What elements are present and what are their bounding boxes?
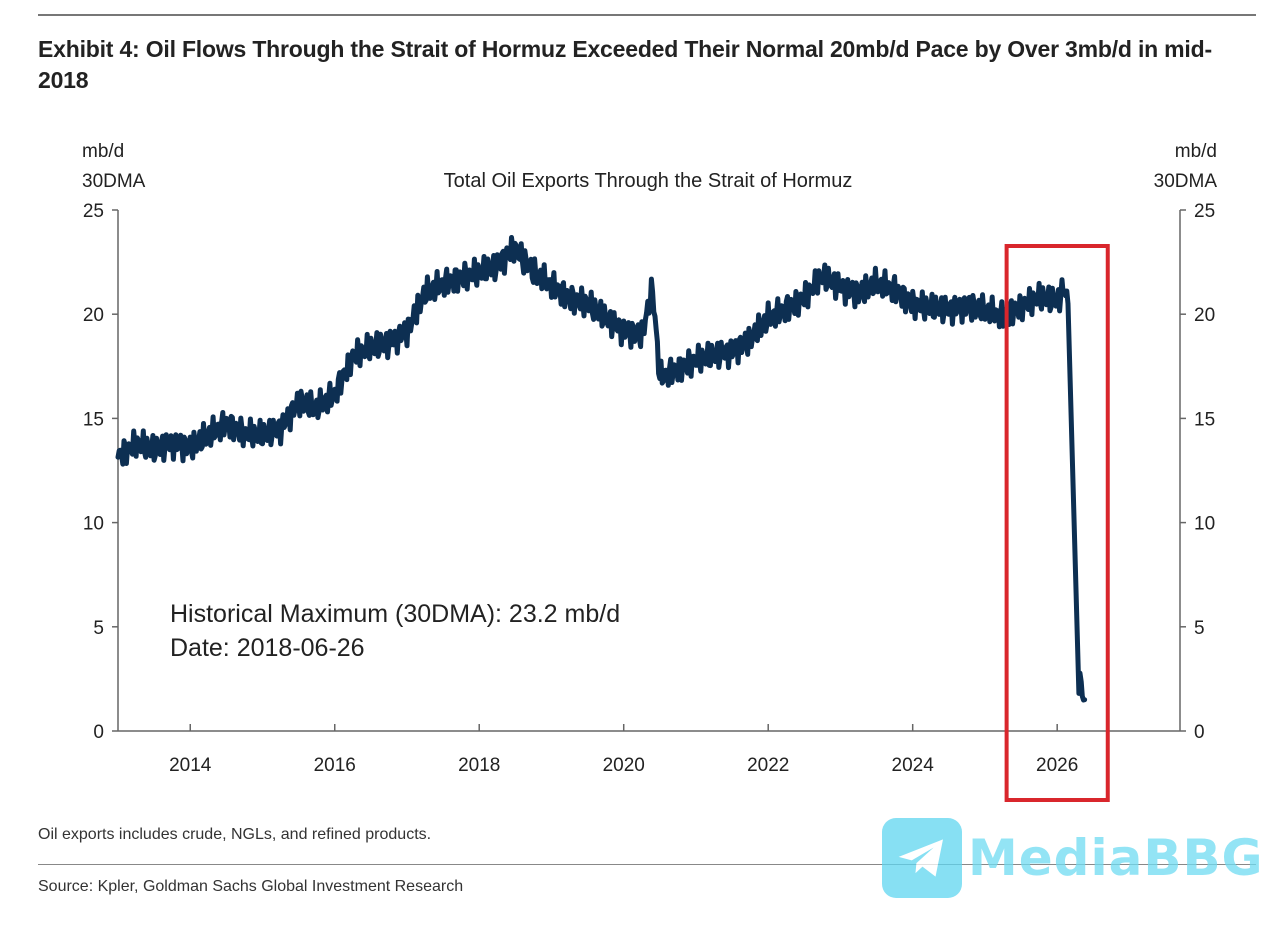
left-axis-unit-1: mb/d (82, 141, 124, 162)
right-y-tick-label: 25 (1194, 201, 1215, 222)
x-tick-label: 2022 (747, 755, 789, 776)
bottom-rule (38, 864, 1256, 865)
right-y-tick-label: 0 (1194, 722, 1205, 743)
right-y-tick-label: 10 (1194, 514, 1215, 535)
right-y-tick-label: 20 (1194, 305, 1215, 326)
watermark-text: MediaBBG (968, 829, 1264, 887)
line-chart: mb/d 30DMA mb/d 30DMA Total Oil Exports … (82, 141, 1218, 802)
annotation-max: Historical Maximum (30DMA): 23.2 mb/d (170, 600, 620, 628)
x-tick-label: 2024 (892, 755, 935, 776)
top-rule (38, 14, 1256, 16)
x-tick-label: 2020 (603, 755, 645, 776)
footnote: Oil exports includes crude, NGLs, and re… (38, 826, 432, 843)
source-note: Source: Kpler, Goldman Sachs Global Inve… (38, 878, 464, 895)
x-tick-label: 2018 (458, 755, 500, 776)
right-axis-unit-2: 30DMA (1154, 171, 1218, 192)
x-tick-label: 2026 (1036, 755, 1078, 776)
x-tick-label: 2016 (314, 755, 356, 776)
left-y-tick-label: 20 (83, 305, 104, 326)
chart-title: Total Oil Exports Through the Strait of … (444, 170, 853, 192)
annotation-date: Date: 2018-06-26 (170, 634, 365, 662)
left-y-tick-label: 15 (83, 409, 104, 430)
left-y-tick-label: 0 (93, 722, 104, 743)
left-axis-unit-2: 30DMA (82, 171, 146, 192)
left-y-tick-label: 25 (83, 201, 104, 222)
right-y-tick-label: 5 (1194, 618, 1205, 639)
highlight-box (1004, 244, 1110, 802)
exhibit-title: Exhibit 4: Oil Flows Through the Strait … (38, 36, 1212, 93)
left-y-tick-label: 5 (93, 618, 104, 639)
left-y-tick-label: 10 (83, 514, 104, 535)
watermark-logo: MediaBBG (882, 818, 1264, 898)
right-y-tick-label: 15 (1194, 409, 1215, 430)
series-line-oil-exports (115, 235, 1088, 703)
x-tick-label: 2014 (169, 755, 212, 776)
right-axis-unit-1: mb/d (1175, 141, 1217, 162)
telegram-plane-icon (882, 818, 962, 898)
